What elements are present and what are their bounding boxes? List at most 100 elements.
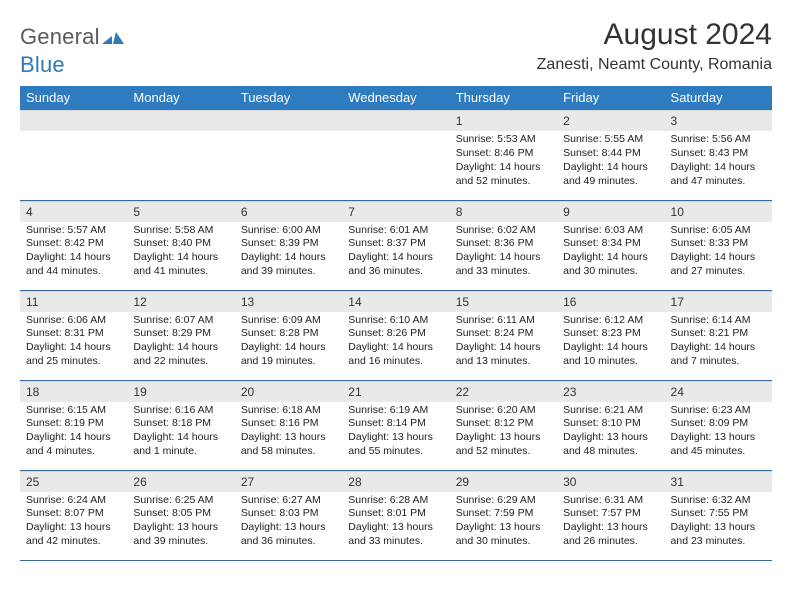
day-details: Sunrise: 5:55 AMSunset: 8:44 PMDaylight:… xyxy=(557,131,664,192)
day-number xyxy=(20,110,127,131)
calendar-cell: 3Sunrise: 5:56 AMSunset: 8:43 PMDaylight… xyxy=(665,110,772,200)
sunrise-line: Sunrise: 6:14 AM xyxy=(671,314,766,328)
title-block: August 2024 Zanesti, Neamt County, Roman… xyxy=(537,18,772,74)
day-number: 10 xyxy=(665,201,772,222)
sunrise-line: Sunrise: 6:16 AM xyxy=(133,404,228,418)
sunrise-line: Sunrise: 6:00 AM xyxy=(241,224,336,238)
weekday-header: Saturday xyxy=(665,86,772,110)
day-details: Sunrise: 5:56 AMSunset: 8:43 PMDaylight:… xyxy=(665,131,772,192)
sunrise-line: Sunrise: 6:23 AM xyxy=(671,404,766,418)
day-details: Sunrise: 5:58 AMSunset: 8:40 PMDaylight:… xyxy=(127,222,234,283)
sunrise-line: Sunrise: 6:25 AM xyxy=(133,494,228,508)
day-number: 26 xyxy=(127,471,234,492)
calendar-cell: 23Sunrise: 6:21 AMSunset: 8:10 PMDayligh… xyxy=(557,380,664,470)
daylight-line: Daylight: 14 hours and 7 minutes. xyxy=(671,341,766,369)
brand-word2: Blue xyxy=(20,52,65,77)
daylight-line: Daylight: 14 hours and 25 minutes. xyxy=(26,341,121,369)
brand-logo: General Blue xyxy=(20,18,124,78)
weekday-header: Monday xyxy=(127,86,234,110)
day-number: 9 xyxy=(557,201,664,222)
brand-text: General Blue xyxy=(20,24,124,78)
calendar-cell: 6Sunrise: 6:00 AMSunset: 8:39 PMDaylight… xyxy=(235,200,342,290)
calendar-cell: 5Sunrise: 5:58 AMSunset: 8:40 PMDaylight… xyxy=(127,200,234,290)
calendar-cell: 2Sunrise: 5:55 AMSunset: 8:44 PMDaylight… xyxy=(557,110,664,200)
day-number: 19 xyxy=(127,381,234,402)
calendar-cell: 20Sunrise: 6:18 AMSunset: 8:16 PMDayligh… xyxy=(235,380,342,470)
sunset-line: Sunset: 8:29 PM xyxy=(133,327,228,341)
sunrise-line: Sunrise: 6:03 AM xyxy=(563,224,658,238)
daylight-line: Daylight: 14 hours and 4 minutes. xyxy=(26,431,121,459)
day-details: Sunrise: 6:05 AMSunset: 8:33 PMDaylight:… xyxy=(665,222,772,283)
sunrise-line: Sunrise: 6:02 AM xyxy=(456,224,551,238)
daylight-line: Daylight: 14 hours and 41 minutes. xyxy=(133,251,228,279)
calendar-week-row: 4Sunrise: 5:57 AMSunset: 8:42 PMDaylight… xyxy=(20,200,772,290)
daylight-line: Daylight: 14 hours and 13 minutes. xyxy=(456,341,551,369)
daylight-line: Daylight: 14 hours and 27 minutes. xyxy=(671,251,766,279)
calendar-cell xyxy=(127,110,234,200)
day-number: 11 xyxy=(20,291,127,312)
day-details: Sunrise: 5:57 AMSunset: 8:42 PMDaylight:… xyxy=(20,222,127,283)
weekday-header: Thursday xyxy=(450,86,557,110)
day-details: Sunrise: 6:16 AMSunset: 8:18 PMDaylight:… xyxy=(127,402,234,463)
sunset-line: Sunset: 7:57 PM xyxy=(563,507,658,521)
day-number: 14 xyxy=(342,291,449,312)
daylight-line: Daylight: 13 hours and 42 minutes. xyxy=(26,521,121,549)
weekday-header: Tuesday xyxy=(235,86,342,110)
calendar-cell: 11 Sunrise: 6:06 AMSunset: 8:31 PMDayligh… xyxy=(20,290,127,380)
daylight-line: Daylight: 14 hours and 39 minutes. xyxy=(241,251,336,279)
calendar-week-row: 25Sunrise: 6:24 AMSunset: 8:07 PMDayligh… xyxy=(20,470,772,560)
day-number: 28 xyxy=(342,471,449,492)
day-details: Sunrise: 6:12 AMSunset: 8:23 PMDaylight:… xyxy=(557,312,664,373)
day-number: 24 xyxy=(665,381,772,402)
sunset-line: Sunset: 8:37 PM xyxy=(348,237,443,251)
daylight-line: Daylight: 14 hours and 19 minutes. xyxy=(241,341,336,369)
day-details: Sunrise: 6:27 AMSunset: 8:03 PMDaylight:… xyxy=(235,492,342,553)
sunrise-line: Sunrise: 5:57 AM xyxy=(26,224,121,238)
day-number: 16 xyxy=(557,291,664,312)
month-title: August 2024 xyxy=(537,18,772,52)
day-details: Sunrise: 6:14 AMSunset: 8:21 PMDaylight:… xyxy=(665,312,772,373)
daylight-line: Daylight: 14 hours and 36 minutes. xyxy=(348,251,443,279)
daylight-line: Daylight: 13 hours and 58 minutes. xyxy=(241,431,336,459)
sunset-line: Sunset: 8:05 PM xyxy=(133,507,228,521)
day-number: 23 xyxy=(557,381,664,402)
day-details: Sunrise: 6:19 AMSunset: 8:14 PMDaylight:… xyxy=(342,402,449,463)
calendar-cell: 21Sunrise: 6:19 AMSunset: 8:14 PMDayligh… xyxy=(342,380,449,470)
day-number: 12 xyxy=(127,291,234,312)
location-subtitle: Zanesti, Neamt County, Romania xyxy=(537,56,772,74)
day-details: Sunrise: 6:01 AMSunset: 8:37 PMDaylight:… xyxy=(342,222,449,283)
sunrise-line: Sunrise: 6:10 AM xyxy=(348,314,443,328)
sunset-line: Sunset: 8:44 PM xyxy=(563,147,658,161)
day-details: Sunrise: 5:53 AMSunset: 8:46 PMDaylight:… xyxy=(450,131,557,192)
sunset-line: Sunset: 8:31 PM xyxy=(26,327,121,341)
calendar-week-row: 18Sunrise: 6:15 AMSunset: 8:19 PMDayligh… xyxy=(20,380,772,470)
day-number: 31 xyxy=(665,471,772,492)
sunrise-line: Sunrise: 6:11 AM xyxy=(456,314,551,328)
sunrise-line: Sunrise: 6:21 AM xyxy=(563,404,658,418)
day-number: 25 xyxy=(20,471,127,492)
day-number: 4 xyxy=(20,201,127,222)
sunrise-line: Sunrise: 6:06 AM xyxy=(26,314,121,328)
sunset-line: Sunset: 8:26 PM xyxy=(348,327,443,341)
sunset-line: Sunset: 8:14 PM xyxy=(348,417,443,431)
sunset-line: Sunset: 8:33 PM xyxy=(671,237,766,251)
daylight-line: Daylight: 13 hours and 45 minutes. xyxy=(671,431,766,459)
calendar-table: SundayMondayTuesdayWednesdayThursdayFrid… xyxy=(20,86,772,561)
sunrise-line: Sunrise: 5:56 AM xyxy=(671,133,766,147)
calendar-cell: 19Sunrise: 6:16 AMSunset: 8:18 PMDayligh… xyxy=(127,380,234,470)
sunset-line: Sunset: 8:09 PM xyxy=(671,417,766,431)
day-number: 5 xyxy=(127,201,234,222)
sunrise-line: Sunrise: 6:09 AM xyxy=(241,314,336,328)
daylight-line: Daylight: 14 hours and 49 minutes. xyxy=(563,161,658,189)
sunrise-line: Sunrise: 5:55 AM xyxy=(563,133,658,147)
day-details: Sunrise: 6:09 AMSunset: 8:28 PMDaylight:… xyxy=(235,312,342,373)
daylight-line: Daylight: 13 hours and 26 minutes. xyxy=(563,521,658,549)
calendar-cell: 12Sunrise: 6:07 AMSunset: 8:29 PMDayligh… xyxy=(127,290,234,380)
sunrise-line: Sunrise: 6:07 AM xyxy=(133,314,228,328)
weekday-header: Wednesday xyxy=(342,86,449,110)
calendar-cell: 18Sunrise: 6:15 AMSunset: 8:19 PMDayligh… xyxy=(20,380,127,470)
day-number: 22 xyxy=(450,381,557,402)
day-number: 17 xyxy=(665,291,772,312)
calendar-cell: 14Sunrise: 6:10 AMSunset: 8:26 PMDayligh… xyxy=(342,290,449,380)
calendar-cell: 24 Sunrise: 6:23 AMSunset: 8:09 PMDayligh… xyxy=(665,380,772,470)
